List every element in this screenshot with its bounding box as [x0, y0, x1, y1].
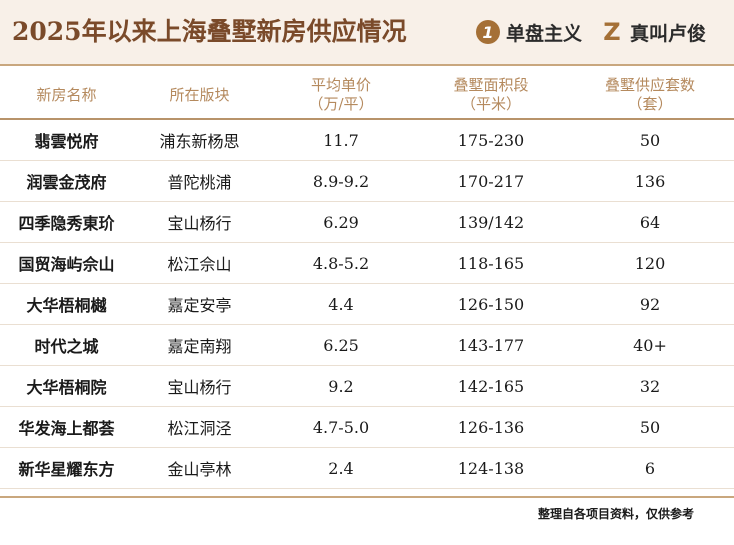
- cell-district: 宝山杨行: [167, 378, 232, 397]
- cell-name: 国贸海屿佘山: [18, 255, 115, 274]
- cell-area: 175-230: [457, 130, 525, 150]
- logo-zhenjiao: Z 真叫卢俊: [600, 18, 706, 46]
- cell-area: 139/142: [457, 212, 525, 232]
- cell-area: 118-165: [457, 253, 525, 273]
- cell-district: 嘉定安亭: [167, 296, 232, 315]
- table-row: 大华梧桐院 宝山杨行 9.2 142-165 32: [0, 366, 734, 407]
- top-divider: [0, 64, 734, 66]
- cell-price: 11.7: [323, 130, 359, 150]
- cell-price: 6.29: [323, 212, 359, 232]
- cell-district: 松江佘山: [167, 255, 232, 274]
- cell-units: 50: [639, 130, 661, 150]
- header-units-line1: 叠墅供应套数: [604, 76, 695, 94]
- cell-price: 2.4: [328, 458, 354, 478]
- table-header-row: 新房名称 所在版块 平均单价 （万/平） 叠墅面积段 （平米） 叠墅供应套数 （…: [0, 72, 734, 120]
- header-price-line1: 平均单价: [310, 76, 371, 94]
- bottom-divider: [0, 496, 734, 498]
- cell-district: 松江洞泾: [167, 419, 232, 438]
- source-footnote: 整理自各项目资料，仅供参考: [537, 507, 694, 521]
- cell-name: 时代之城: [34, 337, 99, 356]
- cell-price: 4.7-5.0: [312, 417, 370, 437]
- cell-units: 32: [639, 376, 661, 396]
- cell-price: 4.8-5.2: [312, 253, 370, 273]
- number-one-icon: 1: [476, 20, 500, 44]
- cell-area: 126-136: [457, 417, 525, 437]
- letter-z-icon: Z: [603, 18, 621, 46]
- cell-district: 普陀桃浦: [167, 173, 232, 192]
- cell-area: 143-177: [457, 335, 525, 355]
- cell-price: 6.25: [323, 335, 359, 355]
- header-area-line2: （平米）: [460, 95, 521, 113]
- column-header-price: 平均单价 （万/平）: [266, 72, 416, 120]
- cell-units: 6: [644, 458, 656, 478]
- header-district-line1: 所在版块: [169, 85, 230, 104]
- header-units-line2: （套）: [627, 95, 673, 113]
- table-row: 时代之城 嘉定南翔 6.25 143-177 40+: [0, 325, 734, 366]
- cell-area: 124-138: [457, 458, 525, 478]
- page-title: 2025年以来上海叠墅新房供应情况: [12, 17, 407, 46]
- cell-district: 浦东新杨思: [159, 132, 240, 151]
- cell-price: 8.9-9.2: [312, 171, 370, 191]
- cell-district: 嘉定南翔: [167, 337, 232, 356]
- cell-area: 142-165: [457, 376, 525, 396]
- cell-name: 新华星耀东方: [18, 460, 115, 479]
- cell-units: 136: [634, 171, 666, 191]
- cell-name: 大华梧桐院: [26, 378, 107, 397]
- header-price-line2: （万/平）: [308, 95, 374, 113]
- cell-units: 64: [639, 212, 661, 232]
- cell-name: 四季隐秀東玠: [18, 214, 115, 233]
- cell-area: 126-150: [457, 294, 525, 314]
- cell-name: 翡雲悦府: [34, 132, 99, 151]
- header-name-line1: 新房名称: [36, 85, 97, 104]
- table-row: 翡雲悦府 浦东新杨思 11.7 175-230 50: [0, 119, 734, 161]
- logo-danpan-text: 单盘主义: [506, 22, 583, 45]
- table-row: 大华梧桐樾 嘉定安亭 4.4 126-150 92: [0, 284, 734, 325]
- column-header-area: 叠墅面积段 （平米）: [416, 72, 566, 120]
- column-header-district: 所在版块: [133, 72, 266, 120]
- cell-price: 9.2: [328, 376, 354, 396]
- table-row: 四季隐秀東玠 宝山杨行 6.29 139/142 64: [0, 202, 734, 243]
- column-header-units: 叠墅供应套数 （套）: [566, 72, 734, 120]
- cell-district: 宝山杨行: [167, 214, 232, 233]
- cell-units: 40+: [633, 335, 667, 355]
- table-row: 国贸海屿佘山 松江佘山 4.8-5.2 118-165 120: [0, 243, 734, 284]
- cell-district: 金山亭林: [167, 460, 232, 479]
- cell-name: 华发海上都荟: [18, 419, 115, 438]
- header-banner: 2025年以来上海叠墅新房供应情况 1 单盘主义 Z 真叫卢俊: [0, 0, 734, 64]
- logo-zhenjiao-text: 真叫卢俊: [630, 22, 707, 45]
- cell-units: 120: [634, 253, 666, 273]
- cell-price: 4.4: [328, 294, 354, 314]
- supply-table: 新房名称 所在版块 平均单价 （万/平） 叠墅面积段 （平米） 叠墅供应套数 （…: [0, 72, 734, 489]
- table-row: 华发海上都荟 松江洞泾 4.7-5.0 126-136 50: [0, 407, 734, 448]
- cell-area: 170-217: [457, 171, 525, 191]
- column-header-name: 新房名称: [0, 72, 133, 120]
- table-row: 润雲金茂府 普陀桃浦 8.9-9.2 170-217 136: [0, 161, 734, 202]
- logo-danpan: 1 单盘主义: [476, 18, 582, 46]
- table-row: 新华星耀东方 金山亭林 2.4 124-138 6: [0, 448, 734, 489]
- header-area-line1: 叠墅面积段: [453, 76, 529, 94]
- cell-name: 大华梧桐樾: [26, 296, 107, 315]
- cell-units: 92: [639, 294, 661, 314]
- cell-name: 润雲金茂府: [26, 173, 107, 192]
- cell-units: 50: [639, 417, 661, 437]
